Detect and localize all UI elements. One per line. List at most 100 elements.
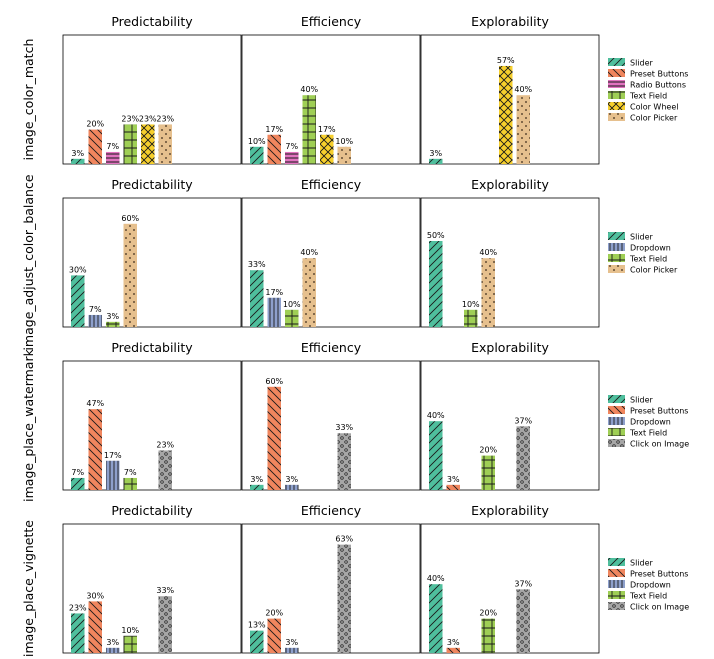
bar-dropdown	[267, 297, 281, 327]
bar-value-label: 30%	[86, 591, 104, 600]
bar-value-label: 23%	[156, 440, 174, 449]
panel-image-place-vignette-predictability: Predictability 23% 30% 3%10% 33%	[62, 503, 242, 654]
bar-preset-buttons	[88, 601, 102, 653]
legend-label-dropdown: Dropdown	[630, 418, 671, 427]
bar-slider	[429, 584, 443, 653]
legend-swatch-text-field	[608, 254, 625, 262]
legend-swatch-radio-buttons	[608, 80, 625, 88]
bar-slider	[71, 158, 85, 164]
bar-value-label: 17%	[318, 125, 336, 134]
panel-image-place-watermark-efficiency: Efficiency 3% 60% 3% 33%	[241, 340, 421, 491]
row-label-image-place-watermark: image_place_watermark	[21, 348, 36, 501]
bar-color-wheel	[141, 124, 155, 164]
bar-text-field	[302, 95, 316, 164]
bar-preset-buttons	[267, 134, 281, 164]
panel-title: Efficiency	[301, 177, 362, 192]
bar-value-label: 33%	[248, 260, 266, 269]
legend-image-color-match: Slider Preset Buttons Radio Buttons Text Fi…	[608, 58, 688, 123]
bar-value-label: 40%	[300, 85, 318, 94]
bar-slider	[71, 613, 85, 653]
legend-swatch-preset-buttons	[608, 69, 625, 77]
bar-text-field	[464, 309, 478, 327]
bar-text-field	[481, 618, 495, 653]
bar-value-label: 10%	[248, 137, 266, 146]
row-label-image-place-vignette: image_place_vignette	[21, 520, 36, 657]
bar-value-label: 63%	[335, 535, 353, 544]
legend-swatch-slider	[608, 232, 625, 240]
legend-swatch-preset-buttons	[608, 406, 625, 414]
bar-slider	[429, 421, 443, 490]
legend-label-color-picker: Color Picker	[630, 114, 678, 123]
bar-click-on-image	[158, 450, 172, 490]
axes-frame	[420, 523, 600, 654]
bar-value-label: 20%	[86, 120, 104, 129]
bar-text-field	[123, 635, 137, 653]
axes-frame	[420, 197, 600, 328]
legend-swatch-text-field	[608, 91, 625, 99]
legend-label-preset-buttons: Preset Buttons	[630, 70, 688, 79]
legend-swatch-text-field	[608, 428, 625, 436]
bar-preset-buttons	[446, 647, 460, 653]
bar-value-label: 3%	[447, 475, 460, 484]
bar-value-label: 20%	[479, 609, 497, 618]
bar-dropdown	[88, 314, 102, 327]
legend-swatch-slider	[608, 558, 625, 566]
legend-label-click-on-image: Click on Image	[630, 440, 689, 449]
bar-value-label: 3%	[429, 149, 442, 158]
panel-image-place-vignette-efficiency: Efficiency 13% 20% 3% 63%	[241, 503, 421, 654]
bar-color-picker	[302, 258, 316, 327]
bar-slider	[250, 270, 264, 327]
panel-image-adjust-color-balance-explorability: Explorability 50% 10% 40%	[420, 177, 600, 328]
legend-swatch-color-picker	[608, 113, 625, 121]
bar-color-picker	[481, 258, 495, 327]
legend-label-slider: Slider	[630, 559, 654, 568]
bar-slider	[71, 275, 85, 327]
bar-value-label: 40%	[427, 411, 445, 420]
bar-value-label: 23%	[156, 114, 174, 123]
bar-dropdown	[285, 484, 299, 490]
bar-radio-buttons	[106, 151, 120, 164]
axes-frame	[62, 360, 242, 491]
legend-label-color-picker: Color Picker	[630, 266, 678, 275]
legend-label-click-on-image: Click on Image	[630, 603, 689, 612]
legend-swatch-slider	[608, 395, 625, 403]
bar-value-label: 37%	[514, 416, 532, 425]
bar-value-label: 40%	[427, 574, 445, 583]
bar-value-label: 3%	[250, 475, 263, 484]
row-label-image-color-match: image_color_match	[21, 39, 36, 161]
legend-label-text-field: Text Field	[629, 255, 667, 264]
bar-value-label: 7%	[285, 142, 298, 151]
bar-dropdown	[106, 647, 120, 653]
bar-value-label: 7%	[89, 305, 102, 314]
bar-value-label: 10%	[283, 300, 301, 309]
bar-value-label: 3%	[285, 638, 298, 647]
bar-value-label: 40%	[300, 248, 318, 257]
legend-label-text-field: Text Field	[629, 429, 667, 438]
legend-swatch-color-wheel	[608, 102, 625, 110]
bar-preset-buttons	[267, 386, 281, 490]
bar-value-label: 60%	[121, 214, 139, 223]
plot-root: image_color_match Predictability 3% 20% 7% 23…	[21, 14, 689, 657]
axes-frame	[420, 360, 600, 491]
bar-preset-buttons	[88, 129, 102, 164]
bar-value-label: 3%	[447, 638, 460, 647]
bar-value-label: 23%	[121, 114, 139, 123]
axes-frame	[241, 360, 421, 491]
legend-swatch-color-picker	[608, 265, 625, 273]
bar-click-on-image	[337, 544, 351, 653]
legend-label-text-field: Text Field	[629, 592, 667, 601]
bar-color-wheel	[320, 134, 334, 164]
legend-swatch-dropdown	[608, 417, 625, 425]
panel-title: Explorability	[471, 177, 549, 192]
bar-value-label: 3%	[285, 475, 298, 484]
panel-title: Predictability	[111, 177, 193, 192]
bar-dropdown	[285, 647, 299, 653]
bar-value-label: 40%	[514, 85, 532, 94]
panel-title: Explorability	[471, 340, 549, 355]
bar-slider	[250, 146, 264, 164]
bar-text-field	[481, 455, 495, 490]
legend-swatch-dropdown	[608, 580, 625, 588]
